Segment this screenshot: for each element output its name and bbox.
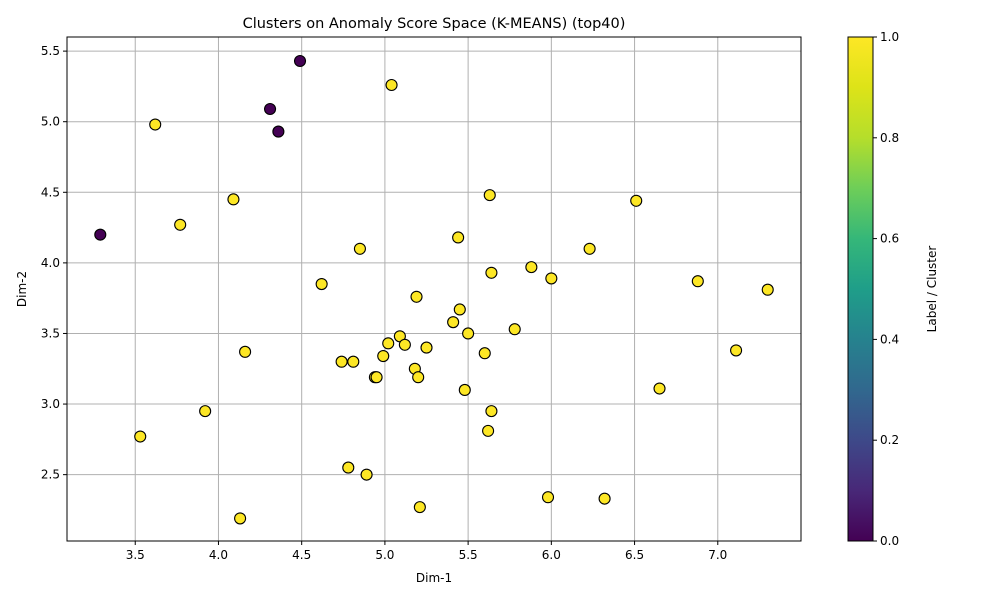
grid-lines <box>67 37 801 541</box>
y-tick-label: 5.0 <box>41 115 60 129</box>
scatter-point <box>353 242 366 255</box>
scatter-point <box>541 491 555 504</box>
scatter-point <box>508 323 521 336</box>
scatter-point <box>149 118 162 131</box>
colorbar-label: Label / Cluster <box>925 246 939 333</box>
y-tick-label: 4.0 <box>41 256 60 270</box>
y-tick-label: 4.5 <box>41 185 60 199</box>
x-tick-label: 5.5 <box>459 548 478 562</box>
scatter-point <box>264 102 277 116</box>
scatter-point <box>483 189 496 202</box>
x-tick-label: 6.5 <box>625 548 644 562</box>
y-tick-label: 5.5 <box>41 44 60 58</box>
scatter-point <box>485 405 498 418</box>
scatter-point <box>347 355 360 368</box>
scatter-point <box>453 303 466 316</box>
scatter-point <box>630 194 643 207</box>
y-axis-ticks: 2.5 3.0 3.5 4.0 4.5 5.0 5.5 <box>41 44 67 482</box>
y-tick-label: 2.5 <box>41 468 60 482</box>
colorbar-tick-label: 1.0 <box>880 30 899 44</box>
x-tick-label: 6.0 <box>542 548 561 562</box>
scatter-point <box>462 327 475 340</box>
chart-title: Clusters on Anomaly Score Space (K-MEANS… <box>243 16 626 32</box>
colorbar-tick-label: 0.8 <box>880 131 899 145</box>
scatter-point <box>478 347 491 360</box>
colorbar-tick-label: 0.4 <box>880 332 899 346</box>
scatter-point <box>485 266 498 279</box>
scatter-point <box>413 501 426 514</box>
y-tick-label: 3.0 <box>41 397 60 411</box>
scatter-point <box>458 383 471 396</box>
scatter-point <box>398 338 411 351</box>
scatter-point <box>335 355 348 368</box>
scatter-point <box>342 461 355 474</box>
plot-background <box>67 37 801 541</box>
x-tick-label: 4.5 <box>292 548 311 562</box>
scatter-point <box>174 218 187 231</box>
scatter-point <box>385 78 398 92</box>
scatter-point <box>382 337 395 350</box>
colorbar-tick-label: 0.6 <box>880 232 899 246</box>
scatter-point <box>227 193 240 206</box>
x-tick-label: 3.5 <box>126 548 145 562</box>
scatter-point <box>234 512 247 525</box>
scatter-point <box>447 316 460 329</box>
scatter-point <box>420 341 433 354</box>
scatter-point <box>452 231 465 244</box>
x-tick-label: 5.0 <box>375 548 394 562</box>
scatter-point <box>598 492 611 505</box>
plot-frame <box>66 36 802 542</box>
scatter-point <box>239 345 252 358</box>
x-axis-ticks: 3.5 4.0 4.5 5.0 5.5 6.0 6.5 7.0 <box>126 541 727 562</box>
scatter-point <box>360 468 373 481</box>
scatter-point <box>761 283 774 296</box>
x-axis-label: Dim-1 <box>416 571 452 585</box>
scatter-point <box>199 405 212 418</box>
scatter-point <box>691 275 704 288</box>
scatter-point <box>370 371 383 384</box>
scatter-point <box>134 430 147 443</box>
scatter-point <box>583 242 596 255</box>
scatter-point <box>315 278 328 291</box>
scatter-point <box>272 125 285 138</box>
scatter-point <box>377 350 390 363</box>
y-axis-label: Dim-2 <box>15 271 29 307</box>
scatter-point <box>293 54 307 68</box>
scatter-point <box>482 424 495 437</box>
x-tick-label: 4.0 <box>209 548 228 562</box>
scatter-point <box>412 371 425 384</box>
colorbar-tick-label: 0.2 <box>880 433 899 447</box>
scatter-point <box>653 382 666 395</box>
scatter-points <box>94 54 774 525</box>
scatter-point <box>730 344 743 357</box>
scatter-point <box>545 272 558 285</box>
colorbar-tick-label: 0.0 <box>880 534 899 548</box>
scatter-point <box>525 261 538 274</box>
y-tick-label: 3.5 <box>41 326 60 340</box>
scatter-point <box>410 290 423 303</box>
colorbar-ticks: 0.0 0.2 0.4 0.6 0.8 1.0 <box>873 30 899 548</box>
x-tick-label: 7.0 <box>708 548 727 562</box>
colorbar <box>847 36 874 542</box>
scatter-point <box>94 228 107 241</box>
